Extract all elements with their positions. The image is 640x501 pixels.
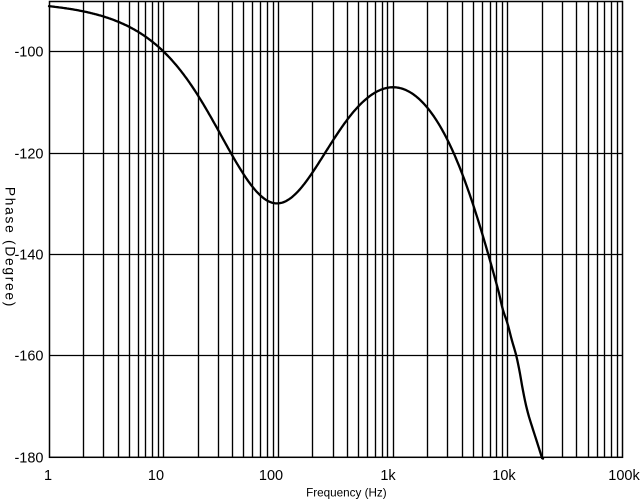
svg-text:-160: -160 — [14, 349, 43, 365]
svg-text:Phase (Degree): Phase (Degree) — [2, 187, 17, 308]
svg-text:10k: 10k — [492, 468, 516, 484]
svg-text:1: 1 — [44, 468, 52, 484]
svg-text:1k: 1k — [380, 468, 396, 484]
svg-text:Frequency (Hz): Frequency (Hz) — [306, 486, 387, 499]
svg-text:-100: -100 — [14, 45, 43, 61]
svg-text:100k: 100k — [608, 468, 640, 484]
svg-text:-120: -120 — [14, 146, 43, 162]
svg-text:-140: -140 — [14, 248, 43, 264]
svg-text:10: 10 — [148, 468, 164, 484]
svg-text:-180: -180 — [14, 450, 43, 466]
svg-text:100: 100 — [259, 468, 283, 484]
